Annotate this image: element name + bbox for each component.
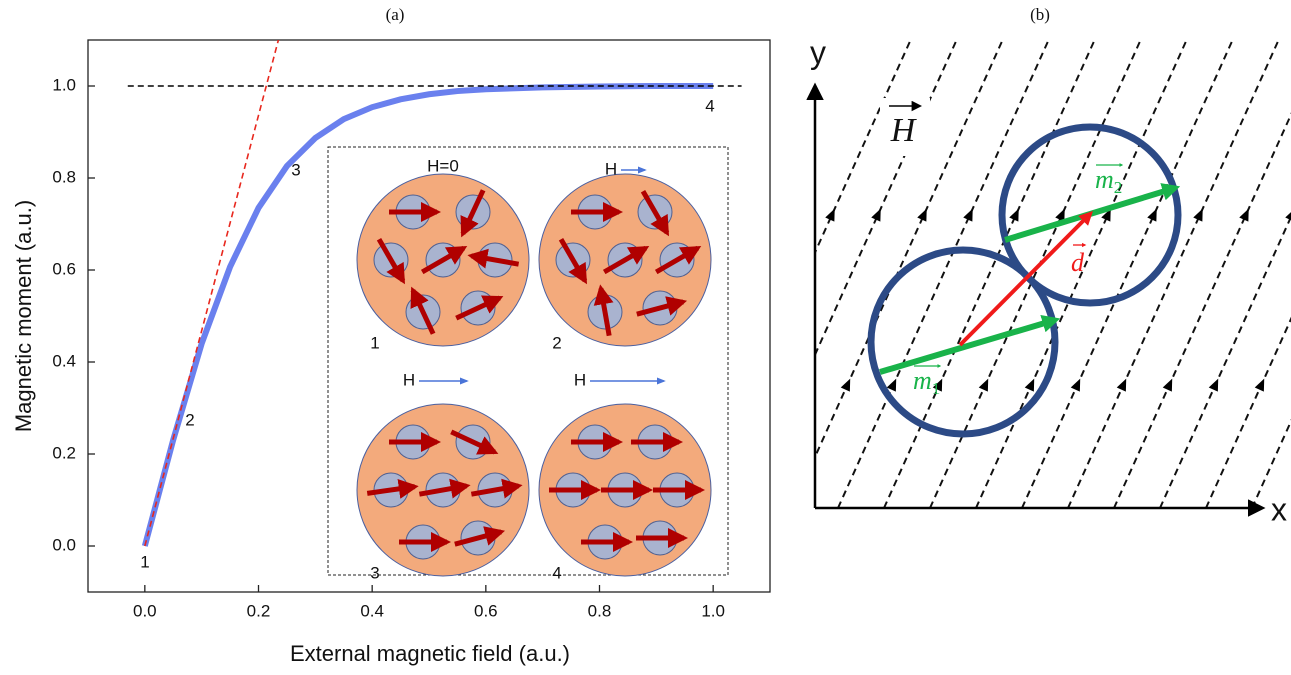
field-arrowhead — [1117, 377, 1131, 392]
y-tick-label: 0.2 — [52, 443, 76, 462]
field-arrowhead — [1285, 207, 1291, 222]
y-tick-label: 0.8 — [52, 167, 76, 186]
x-axis-title: External magnetic field (a.u.) — [290, 641, 570, 666]
x-tick-label: 0.8 — [588, 601, 612, 620]
field-arrowhead — [1239, 207, 1253, 222]
field-arrowhead — [1147, 207, 1161, 222]
field-arrowhead — [979, 377, 993, 392]
field-label: H — [574, 370, 586, 389]
annotation: 2 — [185, 410, 194, 429]
panel-number: 3 — [370, 563, 379, 582]
field-arrowhead — [1163, 377, 1177, 392]
field-line — [1068, 38, 1280, 508]
field-line — [1252, 38, 1291, 508]
field-arrowhead — [917, 207, 931, 222]
panel-number: 4 — [552, 563, 561, 582]
annotation: 3 — [291, 160, 300, 179]
field-arrowhead — [795, 377, 809, 392]
panel-label: (a) — [386, 5, 405, 24]
subscript: 1 — [932, 379, 941, 398]
subscript: 2 — [1114, 178, 1123, 197]
field-line — [700, 38, 912, 508]
moment-label: m2 — [1095, 165, 1122, 197]
panel-label: (b) — [1030, 5, 1050, 24]
field-line — [838, 38, 1050, 508]
distance-label: d — [1071, 248, 1085, 277]
x-tick-label: 0.2 — [247, 601, 271, 620]
y-tick-label: 0.6 — [52, 259, 76, 278]
y-tick-label: 1.0 — [52, 75, 76, 94]
field-lines — [700, 38, 1291, 508]
field-line — [930, 38, 1142, 508]
figure: (a) External magnetic field (a.u.) Magne… — [0, 0, 1291, 675]
y-tick-label: 0.0 — [52, 535, 76, 554]
field-arrowhead — [871, 207, 885, 222]
field-arrowhead — [963, 207, 977, 222]
panel-number: 2 — [552, 333, 561, 352]
field-label: H — [403, 370, 415, 389]
y-axis-title: Magnetic moment (a.u.) — [11, 200, 36, 432]
field-arrowhead — [841, 377, 855, 392]
field-line — [1022, 38, 1234, 508]
x-tick-label: 0.6 — [474, 601, 498, 620]
symbol: m — [913, 366, 932, 395]
field-arrowhead — [825, 207, 839, 222]
annotation: 4 — [705, 96, 714, 115]
field-arrowhead — [1025, 377, 1039, 392]
y-tick-label: 0.4 — [52, 351, 76, 370]
field-line — [1160, 38, 1291, 508]
field-arrowhead — [1193, 207, 1207, 222]
field-label: H=0 — [427, 156, 459, 175]
annotation: 1 — [140, 552, 149, 571]
field-arrowhead — [1071, 377, 1085, 392]
x-tick-label: 0.4 — [360, 601, 384, 620]
panel-number: 1 — [370, 333, 379, 352]
y-axis-label: y — [810, 34, 826, 70]
moment-label: m1 — [913, 366, 940, 398]
field-arrowhead — [1209, 377, 1223, 392]
moment-vector — [880, 320, 1055, 372]
field-label: H — [890, 112, 918, 149]
field-arrowhead — [1009, 207, 1023, 222]
field-arrowhead — [749, 377, 763, 392]
x-axis-label: x — [1271, 491, 1287, 527]
field-label: H — [605, 159, 617, 178]
x-tick-label: 0.0 — [133, 601, 157, 620]
field-arrowhead — [1255, 377, 1269, 392]
x-tick-label: 1.0 — [701, 601, 725, 620]
symbol: m — [1095, 165, 1114, 194]
field-arrowhead — [887, 377, 901, 392]
